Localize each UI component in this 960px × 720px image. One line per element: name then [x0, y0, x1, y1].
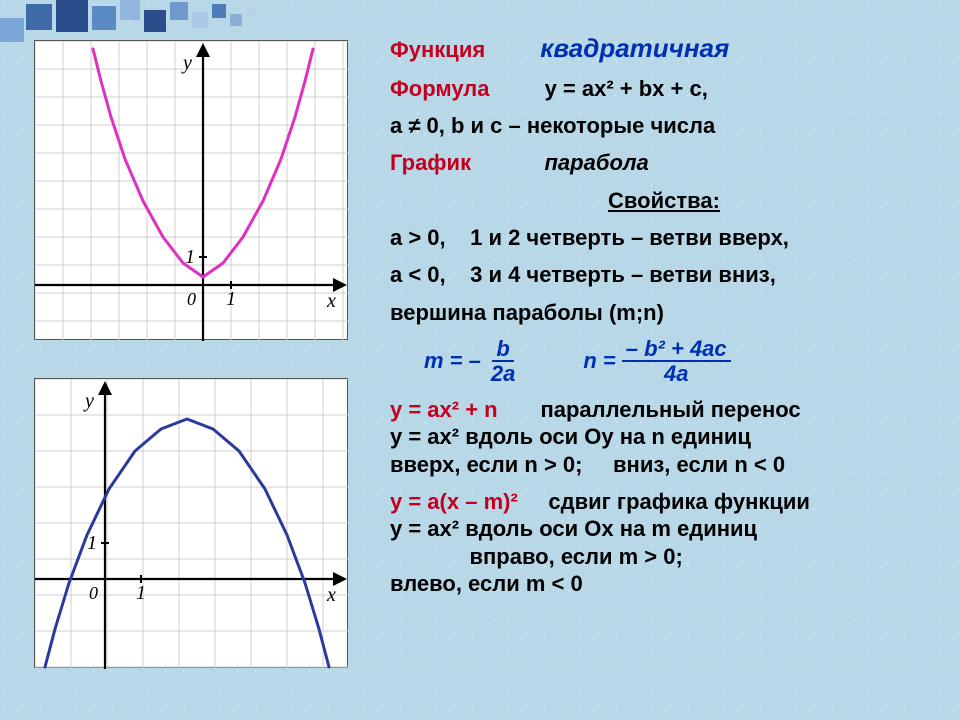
svg-text:1: 1: [226, 288, 236, 310]
svg-text:x: x: [326, 584, 336, 606]
label-graph: График: [390, 150, 471, 175]
line-shift-x-2: у = ах² вдоль оси Ох на m единиц: [390, 516, 938, 541]
svg-text:0: 0: [187, 289, 196, 309]
line-vertex: вершина параболы (m;n): [390, 300, 938, 325]
line-function: Функция квадратичная: [390, 34, 938, 64]
line-shift-y-2: у = ах² вдоль оси Оу на n единиц: [390, 424, 938, 449]
line-formula: Формула у = ах² + bх + с,: [390, 76, 938, 101]
svg-text:1: 1: [136, 582, 146, 604]
page-content: y x 0 1 1 y x 0 1 1 Функция квадратичная Формула…: [0, 30, 960, 720]
svg-text:1: 1: [87, 532, 97, 554]
graphs-column: y x 0 1 1 y x 0 1 1: [0, 30, 380, 720]
formula-text: у = ах² + bх + с,: [545, 76, 708, 101]
line-a-negative: a < 0, 3 и 4 четверть – ветви вниз,: [390, 262, 938, 287]
text-column: Функция квадратичная Формула у = ах² + b…: [380, 30, 960, 720]
line-shift-y-3: вверх, если n > 0; вниз, если n < 0: [390, 452, 938, 477]
n-equals: n =: [583, 348, 615, 374]
value-parabola: парабола: [544, 150, 648, 175]
line-constraint: a ≠ 0, b и c – некоторые числа: [390, 113, 938, 138]
svg-text:x: x: [326, 290, 336, 312]
line-shift-x-1: у = а(х – m)² сдвиг графика функции: [390, 489, 938, 514]
svg-text:y: y: [83, 390, 94, 412]
label-formula: Формула: [390, 76, 490, 101]
line-shift-y-1: у = ах² + n параллельный перенос: [390, 397, 938, 422]
svg-text:0: 0: [89, 583, 98, 603]
svg-text:1: 1: [185, 246, 195, 268]
formula-y-shift: у = ах² + n: [390, 397, 498, 422]
decorative-strip: [0, 0, 960, 34]
line-a-positive: a > 0, 1 и 2 четверть – ветви вверх,: [390, 225, 938, 250]
graph-downward-parabola: y x 0 1 1: [34, 378, 348, 668]
line-graph: График парабола: [390, 150, 938, 175]
line-shift-x-4: влево, если m < 0: [390, 571, 938, 596]
label-function: Функция: [390, 37, 485, 62]
fraction-m: b 2a: [487, 337, 519, 385]
vertex-formulas: m = – b 2a n = – b² + 4ac 4a: [390, 337, 938, 385]
line-shift-x-3: вправо, если m > 0;: [390, 544, 938, 569]
m-equals: m = –: [424, 348, 481, 374]
svg-text:y: y: [181, 52, 192, 74]
graph-upward-parabola: y x 0 1 1: [34, 40, 348, 340]
formula-x-shift: у = а(х – m)²: [390, 489, 518, 514]
fraction-n: – b² + 4ac 4a: [622, 337, 731, 385]
value-quadratic: квадратичная: [540, 33, 729, 63]
heading-properties: Свойства:: [390, 188, 938, 213]
